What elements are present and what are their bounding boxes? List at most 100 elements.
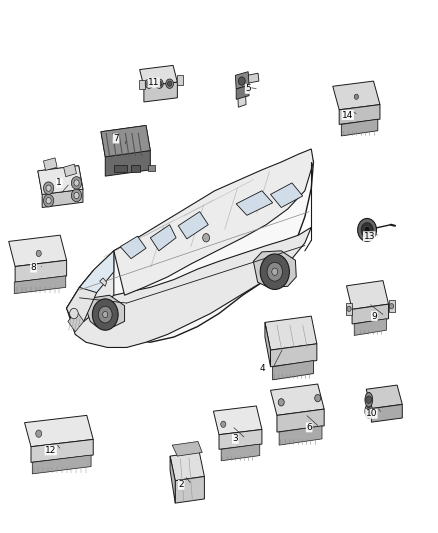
Polygon shape [339, 104, 380, 124]
Polygon shape [105, 150, 150, 176]
Circle shape [366, 408, 372, 415]
Polygon shape [100, 278, 106, 286]
Circle shape [99, 306, 112, 323]
Polygon shape [277, 409, 324, 432]
Text: 8: 8 [31, 263, 36, 272]
Polygon shape [170, 456, 175, 503]
Circle shape [166, 79, 173, 88]
Polygon shape [271, 344, 317, 367]
Polygon shape [25, 415, 93, 447]
Polygon shape [371, 405, 402, 422]
Circle shape [221, 421, 226, 427]
Polygon shape [9, 235, 67, 266]
Polygon shape [175, 477, 205, 503]
Circle shape [364, 227, 370, 233]
Text: 3: 3 [233, 434, 238, 443]
Circle shape [36, 251, 41, 256]
Polygon shape [101, 125, 150, 157]
Polygon shape [38, 166, 83, 195]
Polygon shape [42, 189, 83, 207]
Polygon shape [43, 158, 57, 171]
Polygon shape [346, 280, 389, 309]
Circle shape [389, 304, 394, 309]
Polygon shape [237, 84, 246, 107]
Polygon shape [64, 164, 77, 176]
Circle shape [203, 233, 209, 242]
Circle shape [102, 311, 108, 318]
Ellipse shape [365, 404, 373, 418]
Polygon shape [352, 304, 389, 324]
Text: 10: 10 [366, 409, 377, 418]
Polygon shape [120, 236, 146, 259]
Polygon shape [38, 166, 83, 195]
Circle shape [43, 195, 54, 207]
Circle shape [74, 192, 79, 199]
Text: 14: 14 [342, 110, 353, 119]
Polygon shape [213, 406, 262, 435]
Polygon shape [150, 225, 176, 251]
Text: 11: 11 [148, 78, 159, 87]
Circle shape [70, 308, 78, 319]
Polygon shape [101, 125, 150, 157]
Polygon shape [265, 316, 317, 350]
Polygon shape [236, 85, 249, 99]
Polygon shape [236, 191, 272, 215]
Bar [148, 165, 155, 172]
Circle shape [155, 79, 163, 88]
Circle shape [278, 399, 284, 406]
Circle shape [358, 219, 377, 241]
Text: 7: 7 [113, 134, 119, 143]
Polygon shape [219, 430, 262, 449]
Polygon shape [271, 183, 303, 207]
Circle shape [71, 189, 81, 201]
Polygon shape [279, 426, 322, 445]
Text: 5: 5 [245, 84, 251, 93]
Ellipse shape [365, 392, 373, 407]
Text: 2: 2 [178, 480, 184, 489]
Polygon shape [271, 384, 324, 415]
Circle shape [366, 396, 372, 403]
Polygon shape [67, 228, 311, 348]
Polygon shape [333, 81, 380, 110]
Circle shape [354, 94, 358, 99]
Circle shape [347, 306, 351, 311]
Circle shape [147, 81, 151, 86]
Polygon shape [178, 212, 208, 239]
Polygon shape [366, 385, 402, 409]
Circle shape [36, 430, 42, 437]
Circle shape [272, 268, 278, 276]
Bar [177, 75, 183, 85]
Circle shape [315, 394, 321, 402]
Bar [139, 79, 145, 89]
Polygon shape [31, 439, 93, 463]
Text: 9: 9 [371, 312, 377, 321]
Text: 4: 4 [259, 364, 265, 373]
Polygon shape [79, 251, 114, 302]
Text: 1: 1 [57, 179, 62, 188]
Bar [131, 165, 140, 173]
Circle shape [267, 262, 283, 281]
Polygon shape [221, 444, 260, 461]
Text: 12: 12 [45, 446, 57, 455]
Polygon shape [172, 441, 202, 456]
Polygon shape [144, 82, 177, 102]
Polygon shape [341, 119, 378, 136]
Polygon shape [265, 322, 271, 367]
Polygon shape [67, 251, 114, 321]
Text: 13: 13 [364, 232, 375, 241]
Polygon shape [67, 151, 314, 342]
Circle shape [145, 79, 153, 88]
Polygon shape [272, 360, 314, 380]
Circle shape [43, 182, 54, 195]
Circle shape [361, 223, 373, 237]
Circle shape [238, 77, 245, 85]
Polygon shape [235, 71, 249, 89]
Circle shape [71, 176, 81, 189]
Polygon shape [244, 73, 259, 84]
Polygon shape [14, 276, 66, 294]
Polygon shape [170, 452, 205, 481]
Polygon shape [68, 311, 84, 332]
Polygon shape [354, 319, 386, 335]
Circle shape [46, 198, 51, 204]
Text: 6: 6 [306, 423, 312, 432]
